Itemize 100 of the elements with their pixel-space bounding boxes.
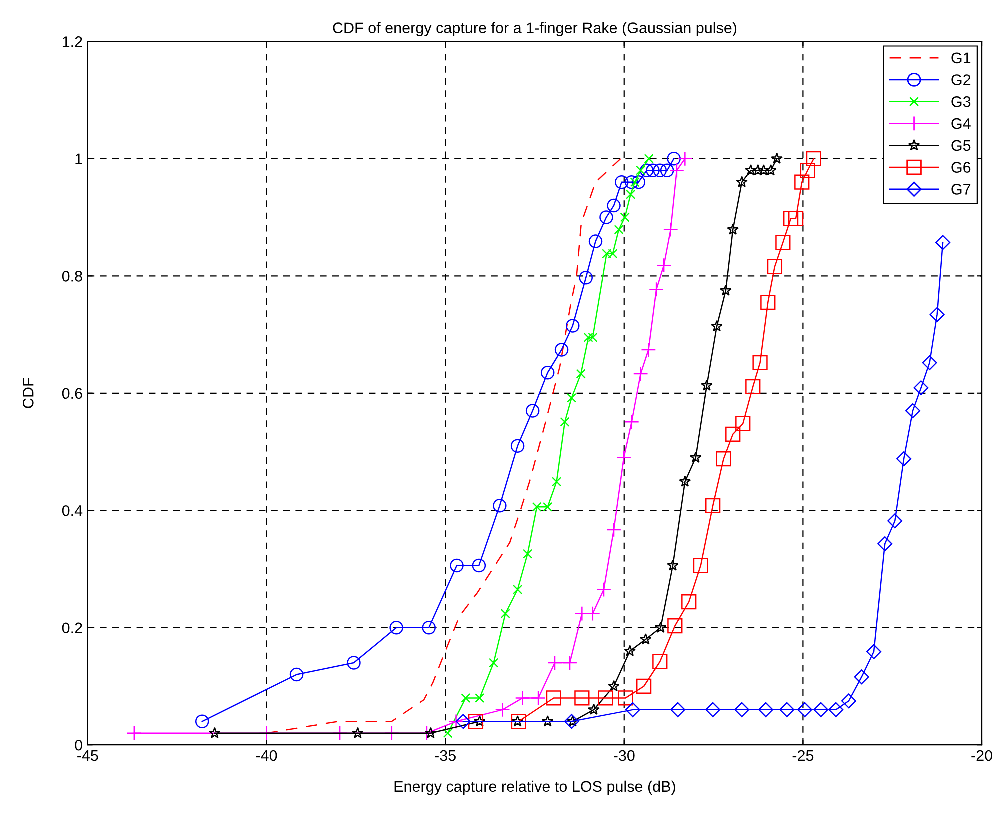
point (618, 690, 634, 706)
point (654, 622, 667, 633)
point (758, 164, 770, 176)
point (489, 658, 499, 668)
point (797, 702, 812, 718)
point (682, 594, 697, 610)
point (576, 369, 586, 379)
point (542, 715, 554, 727)
point (472, 558, 486, 573)
legend-label: G5 (952, 140, 971, 152)
point (560, 417, 570, 427)
point (632, 175, 646, 190)
point (493, 499, 507, 513)
x-axis-title: Energy capture relative to LOS pulse (dB) (394, 780, 676, 796)
legend-label: G1 (952, 52, 971, 64)
point (706, 498, 721, 514)
point (510, 439, 525, 454)
point (866, 644, 882, 660)
point (667, 560, 679, 571)
point (515, 690, 530, 706)
point (523, 549, 533, 559)
point (693, 558, 708, 574)
point (448, 714, 464, 730)
point (547, 655, 563, 671)
point (746, 379, 761, 395)
point (936, 235, 951, 250)
point (841, 694, 856, 709)
point (500, 609, 510, 619)
point (806, 151, 822, 166)
x-tick-label: -40 (256, 750, 278, 762)
point (800, 163, 816, 178)
point (468, 714, 484, 730)
point (679, 476, 692, 488)
point (607, 198, 621, 213)
y-tick-label: 0.2 (62, 622, 82, 634)
chart-title: CDF of energy capture for a 1-finger Rake (Gaussian pulse) (333, 22, 737, 37)
point (526, 404, 540, 418)
point (690, 452, 702, 463)
point (640, 633, 652, 645)
point (794, 174, 810, 190)
point (390, 620, 404, 635)
point (633, 366, 648, 382)
point (598, 690, 614, 706)
point (641, 342, 656, 358)
y-axis-title: CDF (22, 378, 34, 408)
point (614, 225, 624, 235)
x-tick-label: -25 (792, 750, 814, 762)
point (495, 702, 510, 718)
point (443, 728, 453, 738)
point (624, 645, 636, 656)
point (588, 332, 598, 342)
point (636, 678, 652, 694)
x-tick-label: -30 (614, 750, 635, 762)
point (606, 522, 622, 538)
point (625, 175, 639, 190)
point (347, 656, 361, 670)
point (767, 259, 783, 274)
point (905, 403, 920, 418)
point (701, 380, 713, 391)
y-tick-label: 0.8 (62, 271, 82, 282)
point (716, 451, 732, 467)
point (450, 558, 464, 573)
point (352, 727, 364, 738)
point (588, 234, 603, 248)
point (195, 714, 210, 729)
x-tick-label: -45 (78, 750, 98, 762)
point (608, 680, 620, 692)
point (625, 702, 640, 718)
point (646, 164, 660, 178)
legend-label: G2 (952, 74, 971, 86)
legend-label: G7 (952, 184, 971, 195)
point (652, 654, 668, 670)
point (878, 536, 893, 552)
point (554, 343, 569, 357)
point (290, 668, 304, 682)
point (930, 307, 945, 322)
point (711, 320, 723, 332)
point (670, 702, 686, 718)
point (626, 190, 636, 200)
point (422, 620, 436, 635)
point (513, 584, 523, 595)
point (424, 727, 437, 738)
point (653, 164, 668, 178)
point (669, 163, 685, 178)
point (566, 319, 580, 333)
point (461, 693, 471, 703)
point (456, 714, 471, 730)
line-series (266, 158, 622, 734)
point (776, 235, 791, 250)
point (771, 152, 783, 164)
point (596, 582, 612, 598)
point (896, 452, 912, 467)
point (783, 211, 799, 226)
point (530, 690, 546, 706)
point (727, 224, 740, 235)
point (208, 727, 221, 738)
point (780, 702, 795, 718)
y-tick-label: 1.2 (62, 36, 82, 48)
point (734, 702, 750, 718)
x-tick-label: -20 (972, 750, 992, 762)
